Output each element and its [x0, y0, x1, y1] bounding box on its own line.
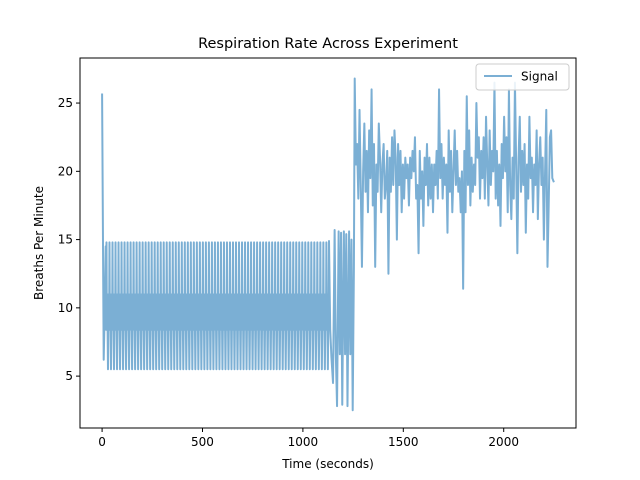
series-line-signal [101, 77, 555, 412]
y-tick-label: 10 [58, 301, 73, 315]
x-axis-label: Time (seconds) [281, 457, 374, 471]
chart-title: Respiration Rate Across Experiment [198, 36, 458, 52]
legend: Signal [475, 63, 570, 91]
y-tick-label: 5 [65, 369, 73, 383]
legend-box [475, 63, 570, 91]
y-axis: 5 10 15 20 25 [58, 96, 80, 383]
x-tick-label: 1000 [288, 435, 319, 449]
y-tick-label: 25 [58, 96, 73, 110]
y-tick-label: 20 [58, 164, 73, 178]
x-tick-label: 500 [191, 435, 214, 449]
y-axis-label: Breaths Per Minute [32, 186, 46, 300]
y-tick-label: 15 [58, 233, 73, 247]
x-tick-label: 2000 [488, 435, 519, 449]
axes-frame [79, 57, 577, 429]
legend-label-signal: Signal [521, 70, 558, 84]
x-axis: 0 500 1000 1500 2000 [98, 428, 519, 449]
x-tick-label: 0 [98, 435, 106, 449]
plot-area [101, 77, 555, 412]
x-tick-label: 1500 [388, 435, 419, 449]
